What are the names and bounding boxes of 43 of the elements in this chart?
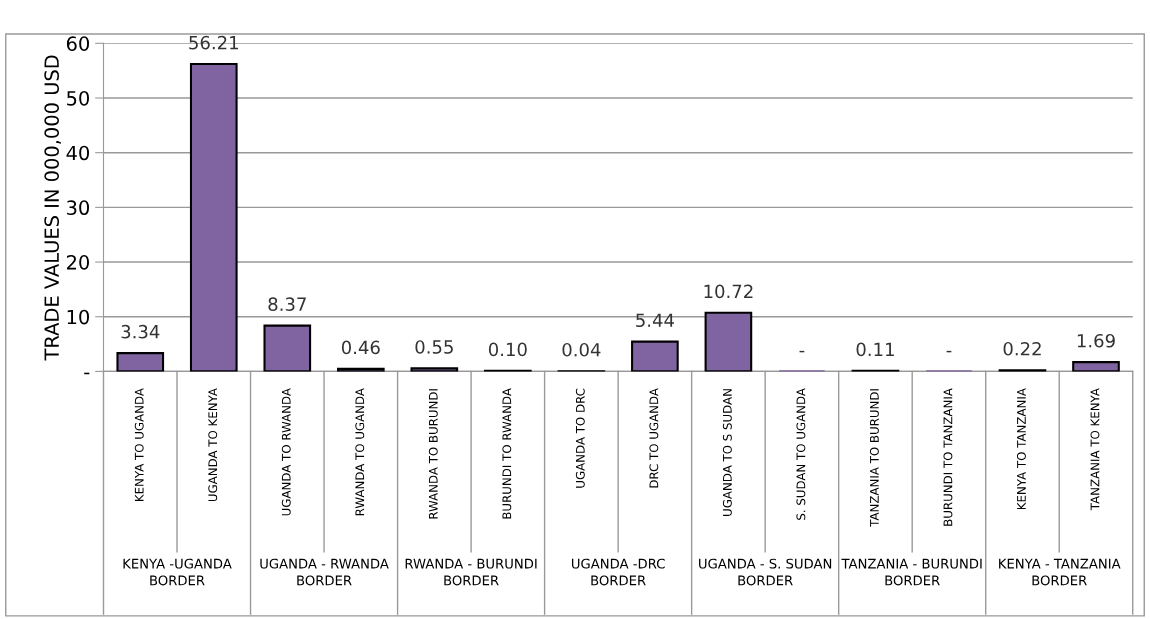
y-tick-label: 20 (66, 255, 90, 270)
text: KENYA - TANZANIA BORDER (999, 558, 1121, 586)
data-label: 0.55 (415, 340, 453, 354)
x-tick-label: TANZANIA TO KENYA (1090, 388, 1100, 511)
y-tick-label: 40 (66, 145, 90, 161)
data-label: 3.34 (121, 324, 160, 339)
x-tick-label: UGANDA TO DRC (575, 388, 585, 488)
data-label: 0.46 (341, 340, 380, 355)
x-tick-label: BURUNDI TO RWANDA (502, 388, 512, 519)
data-label: 10.72 (704, 284, 753, 299)
x-tick-label: RWANDA TO UGANDA (355, 388, 365, 516)
y-tick-label: 30 (67, 200, 90, 216)
x-tick-label: KENYA TO UGANDA (134, 388, 144, 501)
data-label: 0.11 (856, 342, 894, 357)
x-tick-label: RWANDA TO BURUNDI (428, 389, 438, 519)
text: RWANDA - BURUNDI BORDER (405, 558, 537, 586)
x-tick-label: UGANDA TO KENYA (208, 388, 218, 502)
x-tick-label: BURUNDI TO TANZANIA (943, 388, 953, 526)
x-tick-label: DRC TO UGANDA (649, 388, 659, 488)
y-tick-label: 50 (67, 90, 90, 106)
text: UGANDA - RWANDA BORDER (260, 558, 389, 586)
data-label: - (946, 350, 952, 353)
data-label: 0.04 (562, 342, 601, 357)
y-tick-label: - (84, 372, 90, 375)
data-label: 0.10 (488, 342, 527, 357)
x-tick-label: UGANDA TO RWANDA (281, 388, 291, 516)
y-axis-title: TRADE VALUES IN 000,000 USD (44, 55, 61, 361)
y-tick-label: 60 (66, 36, 90, 51)
data-label: 1.69 (1077, 333, 1115, 348)
y-tick-label: 10 (67, 309, 90, 325)
data-label: - (799, 350, 805, 353)
text: UGANDA -DRC BORDER (571, 558, 665, 586)
data-label: 8.37 (268, 297, 306, 312)
x-tick-label: KENYA TO TANZANIA (1016, 388, 1026, 510)
data-label: 0.22 (1003, 341, 1041, 356)
x-tick-label: S. SUDAN TO UGANDA (796, 388, 806, 520)
x-tick-label: UGANDA TO S SUDAN (722, 389, 732, 516)
data-label: 56.21 (189, 35, 238, 50)
text: KENYA -UGANDA BORDER (123, 558, 232, 586)
x-tick-label: TANZANIA TO BURUNDI (869, 389, 879, 527)
text: TANZANIA - BURUNDI BORDER (841, 558, 982, 586)
data-label: 5.44 (636, 313, 674, 328)
text: UGANDA - S. SUDAN BORDER (699, 558, 832, 586)
